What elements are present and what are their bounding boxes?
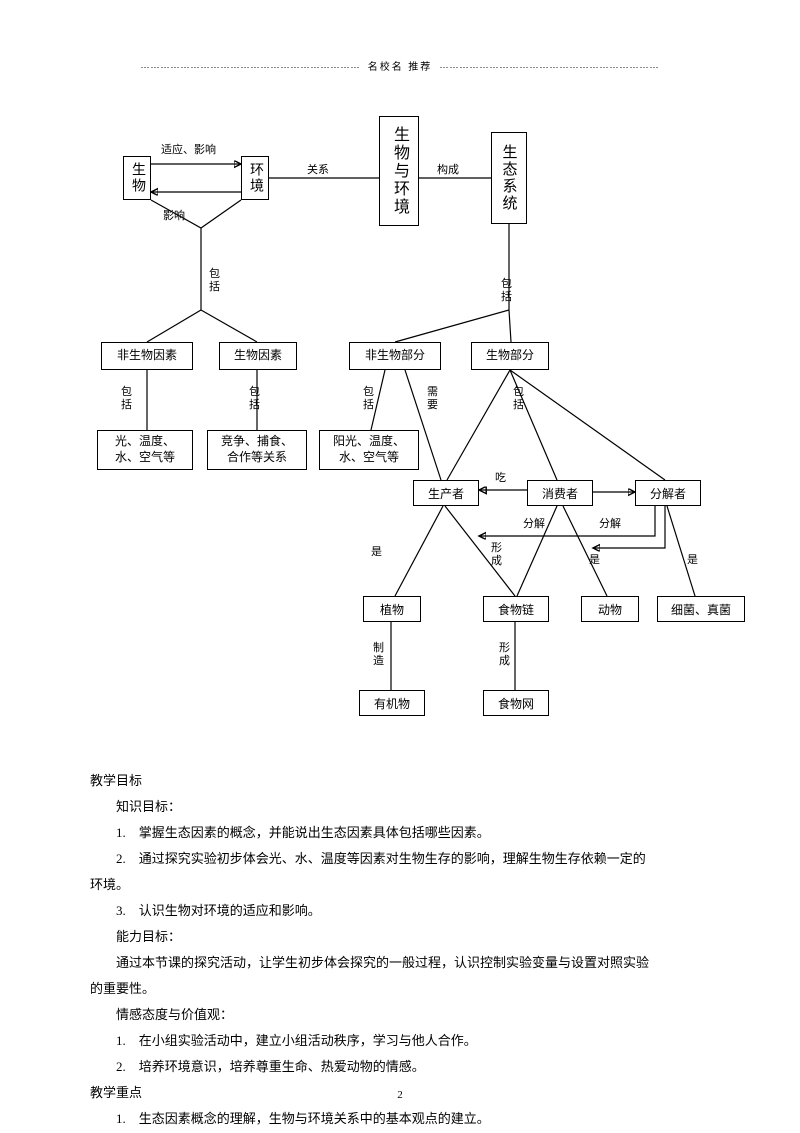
- label-baokuo3: 包括: [249, 386, 260, 411]
- page-body-text: 教学目标知识目标：1. 掌握生态因素的概念，并能说出生态因素具体包括哪些因素。2…: [90, 768, 710, 1132]
- page-number: 2: [0, 1089, 800, 1101]
- label-fenjie2: 分解: [599, 518, 621, 531]
- node-shengwuyinsu: 生物因素: [219, 342, 297, 370]
- label-baokuo4: 包括: [363, 386, 374, 411]
- text-line: 知识目标：: [90, 794, 710, 820]
- node-feishengwubufen: 非生物部分: [349, 342, 441, 370]
- node-guangwendu: 光、温度、水、空气等: [97, 430, 193, 470]
- label-zhizao: 制造: [373, 642, 384, 667]
- header-dots-left: ⋯⋯⋯⋯⋯⋯⋯⋯⋯⋯⋯⋯⋯⋯⋯⋯⋯⋯⋯⋯⋯⋯: [141, 62, 361, 73]
- header-dots-right: ⋯⋯⋯⋯⋯⋯⋯⋯⋯⋯⋯⋯⋯⋯⋯⋯⋯⋯⋯⋯⋯⋯: [440, 62, 660, 73]
- label-shi2: 是: [589, 554, 600, 567]
- node-shengwu: 生物: [123, 156, 151, 200]
- label-xingcheng1: 形成: [491, 542, 502, 567]
- label-yingxiang: 影响: [163, 210, 185, 223]
- header-label: 名校名 推荐: [368, 58, 433, 73]
- page-header: ⋯⋯⋯⋯⋯⋯⋯⋯⋯⋯⋯⋯⋯⋯⋯⋯⋯⋯⋯⋯⋯⋯ 名校名 推荐 ⋯⋯⋯⋯⋯⋯⋯⋯⋯⋯…: [90, 58, 710, 73]
- node-xijun: 细菌、真菌: [657, 596, 745, 622]
- text-line: 1. 掌握生态因素的概念，并能说出生态因素具体包括哪些因素。: [90, 820, 710, 846]
- label-xuyao: 需要: [427, 386, 438, 411]
- text-line: 2. 通过探究实验初步体会光、水、温度等因素对生物生存的影响，理解生物生存依赖一…: [90, 846, 710, 872]
- label-baokuo5: 包括: [513, 386, 524, 411]
- text-line: 3. 认识生物对环境的适应和影响。: [90, 898, 710, 924]
- node-fenjiezhe: 分解者: [635, 480, 701, 506]
- text-line: 2. 培养环境意识，培养尊重生命、热爱动物的情感。: [90, 1054, 710, 1080]
- node-zhiwu: 植物: [363, 596, 421, 622]
- node-shiwuwang: 食物网: [483, 690, 549, 716]
- label-shiying: 适应、影响: [161, 144, 216, 157]
- label-baokuo1: 包括: [501, 278, 512, 303]
- node-shengtaixitong: 生态系统: [491, 132, 527, 224]
- text-line: 1. 在小组实验活动中，建立小组活动秩序，学习与他人合作。: [90, 1028, 710, 1054]
- text-line: 通过本节课的探究活动，让学生初步体会探究的一般过程，认识控制实验变量与设置对照实…: [90, 950, 710, 976]
- label-goucheng: 构成: [437, 164, 459, 177]
- label-baokuo0: 包括: [209, 268, 220, 293]
- label-shi3: 是: [687, 554, 698, 567]
- node-shengchanzhe: 生产者: [413, 480, 479, 506]
- diagram-edges: [95, 110, 745, 730]
- label-baokuo2: 包括: [121, 386, 132, 411]
- label-fenjie1: 分解: [523, 518, 545, 531]
- node-feishengwuyinsu: 非生物因素: [101, 342, 193, 370]
- node-jingzheng: 竞争、捕食、合作等关系: [207, 430, 307, 470]
- node-huanjing: 环境: [241, 156, 269, 200]
- node-xiaofeizhe: 消费者: [527, 480, 593, 506]
- text-line: 能力目标：: [90, 924, 710, 950]
- node-shengwubufen: 生物部分: [471, 342, 549, 370]
- node-dongwu: 动物: [581, 596, 639, 622]
- label-xingcheng2: 形成: [499, 642, 510, 667]
- text-line: 的重要性。: [90, 976, 710, 1002]
- text-line: 环境。: [90, 872, 710, 898]
- text-line: 情感态度与价值观：: [90, 1002, 710, 1028]
- node-yangguang: 阳光、温度、水、空气等: [319, 430, 419, 470]
- label-shi1: 是: [371, 546, 382, 559]
- label-guanxi: 关系: [307, 164, 329, 177]
- node-shiwulian: 食物链: [483, 596, 549, 622]
- label-chi: 吃: [495, 472, 506, 485]
- node-youjiwu: 有机物: [359, 690, 425, 716]
- text-line: 1. 生态因素概念的理解，生物与环境关系中的基本观点的建立。: [90, 1106, 710, 1132]
- concept-diagram: 生物 环境 生物与环境 生态系统非生物因素生物因素 非生物部分 生物部分光、温度、水、空气…: [95, 110, 745, 730]
- text-line: 教学目标: [90, 768, 710, 794]
- node-shengwuhuanjing: 生物与环境: [379, 116, 419, 226]
